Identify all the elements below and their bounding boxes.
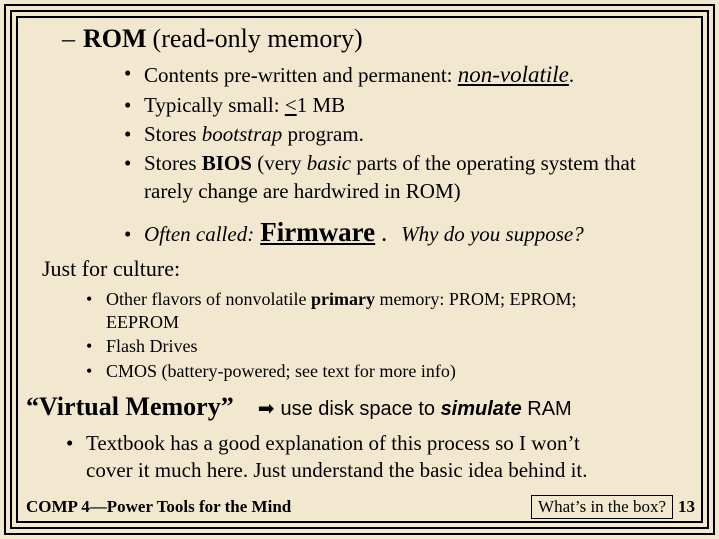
text: Contents pre-written and permanent:: [144, 63, 458, 87]
heading-dash: –: [62, 24, 75, 54]
text: cover it much here. Just understand the …: [86, 458, 588, 482]
list-item: • Stores BIOS (very basic parts of the o…: [124, 150, 695, 205]
virtual-memory-title: “Virtual Memory”: [26, 392, 234, 422]
text: program.: [282, 122, 364, 146]
heading-rest: (read-only memory): [153, 24, 363, 54]
lt-sign: <: [285, 93, 297, 117]
bullet-text: Other flavors of nonvolatile primary mem…: [106, 288, 576, 333]
basic-term: basic: [307, 151, 351, 175]
slide-content: – ROM (read-only memory) • Contents pre-…: [24, 22, 695, 517]
footer-right-box: What’s in the box?: [531, 495, 673, 519]
footer-left: COMP 4—Power Tools for the Mind: [26, 497, 291, 517]
primary-term: primary: [311, 289, 375, 309]
list-item: • Flash Drives: [86, 335, 695, 358]
bullet-icon: •: [124, 60, 134, 90]
bullet-text: Stores BIOS (very basic parts of the ope…: [144, 150, 636, 205]
heading: – ROM (read-only memory): [62, 24, 695, 54]
text: Stores: [144, 122, 202, 146]
often-called: Often called:: [144, 222, 254, 247]
bullet-icon: •: [124, 150, 134, 205]
virtual-memory-row: “Virtual Memory” ➡ use disk space to sim…: [26, 392, 695, 422]
text: 1 MB: [297, 93, 345, 117]
text: memory: PROM; EPROM;: [375, 289, 577, 309]
firmware-term: Firmware: [260, 217, 375, 248]
culture-heading: Just for culture:: [42, 256, 695, 282]
list-item: • Stores bootstrap program.: [124, 121, 695, 148]
text: parts of the operating system that: [351, 151, 636, 175]
text: use disk space to: [280, 398, 440, 420]
text: .: [569, 63, 574, 87]
bullet-icon: •: [124, 121, 134, 148]
bullet-icon: •: [124, 222, 134, 247]
bullet-list-2: • Other flavors of nonvolatile primary m…: [86, 288, 695, 382]
text: Other flavors of nonvolatile: [106, 289, 311, 309]
vm-description: use disk space to simulate RAM: [280, 398, 571, 421]
list-item: • Contents pre-written and permanent: no…: [124, 60, 695, 90]
bullet-icon: •: [66, 430, 76, 485]
arrow-icon: ➡: [258, 396, 275, 421]
text: RAM: [522, 398, 572, 420]
list-item: • Textbook has a good explanation of thi…: [66, 430, 695, 485]
bullet-text: Typically small: <1 MB: [144, 92, 345, 119]
bullet-text: Flash Drives: [106, 335, 198, 358]
firmware-row: • Often called: Firmware. Why do you sup…: [124, 217, 695, 248]
bootstrap-term: bootstrap: [202, 122, 283, 146]
text: EEPROM: [106, 312, 179, 332]
nonvolatile-term: non-volatile: [458, 62, 569, 87]
list-item: • Typically small: <1 MB: [124, 92, 695, 119]
simulate-term: simulate: [441, 398, 522, 420]
list-item: • CMOS (battery-powered; see text for mo…: [86, 360, 695, 383]
bios-term: BIOS: [202, 151, 252, 175]
bullet-text: Contents pre-written and permanent: non-…: [144, 60, 574, 90]
bullet-list-3: • Textbook has a good explanation of thi…: [66, 430, 695, 485]
text: (very: [252, 151, 307, 175]
why-question: Why do you suppose?: [401, 222, 584, 247]
bullet-text: CMOS (battery-powered; see text for more…: [106, 360, 456, 383]
firmware-dot: .: [381, 221, 387, 248]
bullet-icon: •: [86, 360, 96, 383]
bullet-icon: •: [86, 335, 96, 358]
bullet-list-1: • Contents pre-written and permanent: no…: [124, 60, 695, 205]
text: Textbook has a good explanation of this …: [86, 431, 580, 455]
heading-bold: ROM: [83, 24, 147, 54]
bullet-text: Stores bootstrap program.: [144, 121, 364, 148]
text: Typically small:: [144, 93, 285, 117]
bullet-icon: •: [124, 92, 134, 119]
text: Stores: [144, 151, 202, 175]
page-number: 13: [678, 497, 695, 517]
text: rarely change are hardwired in ROM): [144, 179, 461, 203]
list-item: • Other flavors of nonvolatile primary m…: [86, 288, 695, 333]
bullet-text: Textbook has a good explanation of this …: [86, 430, 588, 485]
bullet-icon: •: [86, 288, 96, 333]
